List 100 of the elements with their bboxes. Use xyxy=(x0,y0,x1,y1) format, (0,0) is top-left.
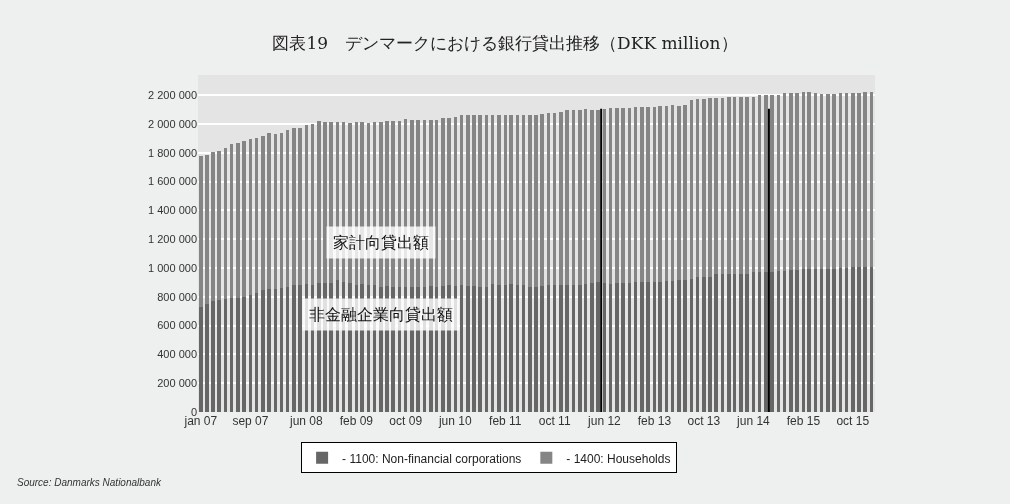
bar xyxy=(497,114,501,286)
bar xyxy=(863,267,867,412)
bar xyxy=(242,296,246,412)
bar xyxy=(540,285,544,412)
bar xyxy=(596,110,600,283)
bar xyxy=(727,274,731,412)
y-tick-label: 1 000 000 xyxy=(148,261,197,274)
bar xyxy=(540,113,544,286)
bar xyxy=(807,92,811,270)
bar xyxy=(708,276,712,412)
y-tick-label: 1 200 000 xyxy=(148,233,197,246)
bar xyxy=(590,283,594,412)
bar xyxy=(497,285,501,412)
bar xyxy=(832,268,836,412)
bar xyxy=(217,150,221,300)
bar xyxy=(298,284,302,412)
y-tick-label: 2 000 000 xyxy=(148,117,197,130)
bar xyxy=(465,285,470,412)
x-tick-label: oct 11 xyxy=(538,414,571,428)
bar xyxy=(534,286,538,412)
bar xyxy=(658,105,662,282)
bar xyxy=(850,93,855,268)
bar xyxy=(267,288,271,412)
bar xyxy=(745,96,749,274)
bar xyxy=(199,156,203,307)
bar xyxy=(267,132,271,289)
bar xyxy=(465,115,470,286)
annotation: 非金融企業向貸出額 xyxy=(309,305,453,324)
source-note: Source: Danmarks Nationalbank xyxy=(17,477,162,488)
y-tick-label: 400 000 xyxy=(157,348,197,361)
bar xyxy=(788,270,793,412)
bar xyxy=(205,303,209,412)
bar xyxy=(621,108,625,284)
legend-label: - 1400: Households xyxy=(566,451,671,466)
bar xyxy=(788,93,793,271)
annotation: 家計向貸出額 xyxy=(333,233,429,252)
bar xyxy=(745,273,749,412)
bar xyxy=(727,97,731,275)
bar xyxy=(205,154,209,304)
bar xyxy=(236,298,240,412)
bar xyxy=(764,272,768,412)
bar xyxy=(509,115,513,284)
bar xyxy=(714,98,719,275)
bar xyxy=(677,105,681,281)
bar xyxy=(658,281,662,412)
y-tick-label: 200 000 xyxy=(157,377,197,390)
bar xyxy=(857,267,861,412)
x-tick-label: sep 07 xyxy=(232,414,269,428)
bar xyxy=(832,93,836,269)
chart-title: 図表19 デンマークにおける銀行貸出推移（DKK million） xyxy=(272,32,738,53)
y-tick-label: 0 xyxy=(190,405,197,418)
bar xyxy=(683,104,687,281)
bar xyxy=(640,282,644,412)
x-tick-label: feb 15 xyxy=(786,414,821,428)
bar xyxy=(615,108,619,284)
bar xyxy=(708,98,712,277)
bar xyxy=(261,290,265,412)
y-tick-label: 1 600 000 xyxy=(148,175,197,188)
bar xyxy=(677,280,681,412)
bar xyxy=(702,277,706,412)
bar xyxy=(298,128,302,285)
bar xyxy=(590,109,594,284)
x-tick-label: feb 13 xyxy=(637,414,672,428)
y-tick-label: 1 800 000 xyxy=(148,146,197,159)
x-tick-label: jun 14 xyxy=(736,414,771,428)
bar xyxy=(807,269,811,412)
bar xyxy=(577,285,582,412)
bar xyxy=(764,95,768,273)
x-tick-label: feb 11 xyxy=(489,414,522,428)
x-tick-label: feb 09 xyxy=(339,414,374,428)
bar xyxy=(770,271,774,412)
x-tick-label: oct 13 xyxy=(687,414,721,428)
bar xyxy=(528,115,532,287)
bar xyxy=(621,283,625,412)
x-tick-label: jun 10 xyxy=(437,414,472,428)
bar xyxy=(528,286,532,412)
bar xyxy=(236,142,240,299)
bar xyxy=(770,95,774,272)
bar xyxy=(211,301,215,412)
bar xyxy=(646,106,650,282)
bar xyxy=(565,110,569,285)
y-tick-label: 1 400 000 xyxy=(148,204,197,217)
bar xyxy=(826,93,830,269)
bar xyxy=(478,286,482,412)
bar xyxy=(478,114,482,287)
bar xyxy=(472,115,476,286)
y-tick-label: 2 200 000 xyxy=(148,89,197,102)
bar xyxy=(323,121,327,284)
bar xyxy=(857,93,861,268)
bar xyxy=(646,281,650,412)
bar xyxy=(795,270,799,412)
bar xyxy=(739,97,743,274)
bar xyxy=(217,299,221,412)
bar xyxy=(447,118,451,286)
bar xyxy=(795,93,799,271)
bar xyxy=(577,109,582,286)
bar xyxy=(211,152,215,302)
bar xyxy=(615,283,619,412)
bar xyxy=(714,274,719,412)
x-tick-label: oct 15 xyxy=(836,414,870,428)
